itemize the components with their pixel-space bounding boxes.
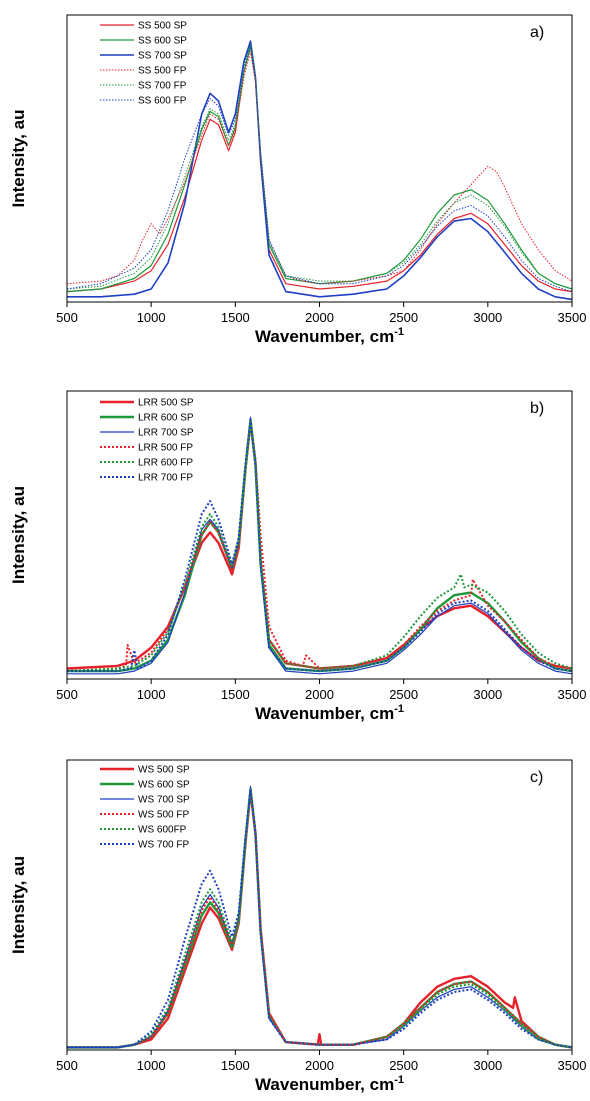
legend-label-2: LRR 600 SP	[138, 413, 194, 424]
x-tick-label: 3000	[473, 687, 502, 702]
legend-label-1: SS 500 SP	[138, 21, 187, 32]
legend-label-1: LRR 500 SP	[138, 398, 194, 409]
series-line-5	[67, 788, 573, 1049]
x-tick-label: 2000	[305, 310, 334, 325]
legend-label-1: WS 500 SP	[138, 765, 190, 776]
panel-label: c)	[530, 769, 543, 786]
legend: LRR 500 SP LRR 600 SP LRR 700 SP LRR 500 FP…	[100, 398, 194, 484]
legend: SS 500 SP SS 600 SP SS 700 SP SS 500 FP SS 7…	[100, 21, 187, 107]
legend-label-4: LRR 500 FP	[138, 443, 193, 454]
x-tick-label: 500	[56, 687, 78, 702]
series-group	[67, 785, 573, 1049]
legend-label-2: WS 600 SP	[138, 780, 190, 791]
x-tick-label: 3000	[473, 310, 502, 325]
series-line-6	[66, 43, 573, 293]
x-tick-label: 3500	[558, 1058, 587, 1073]
x-axis-title: Wavenumber, cm-1	[255, 326, 404, 346]
legend-label-4: SS 500 FP	[138, 66, 187, 77]
legend-label-6: SS 600 FP	[138, 96, 187, 107]
x-tick-label: 1000	[137, 1058, 166, 1073]
series-line-4	[66, 421, 573, 673]
x-tick-label: 2500	[389, 1058, 418, 1073]
legend-label-5: SS 700 FP	[138, 81, 187, 92]
legend-label-5: LRR 600 FP	[138, 458, 193, 469]
x-tick-label: 500	[56, 310, 78, 325]
x-tick-label: 2500	[389, 687, 418, 702]
legend-label-2: SS 600 SP	[138, 36, 187, 47]
x-tick-label: 3500	[558, 687, 587, 702]
x-axis-title: Wavenumber, cm-1	[255, 703, 404, 723]
x-tick-label: 1500	[221, 1058, 250, 1073]
series-line-3	[67, 416, 573, 675]
series-line-2	[66, 45, 573, 293]
series-line-6	[67, 788, 573, 1049]
x-tick-label: 3500	[558, 310, 587, 325]
series-line-3	[67, 785, 573, 1048]
panel-label: b)	[530, 400, 544, 417]
x-tick-label: 2500	[389, 310, 418, 325]
legend-label-5: WS 600FP	[138, 825, 187, 836]
y-axis-title: Intensity, au	[9, 856, 28, 954]
x-tick-label: 2000	[305, 687, 334, 702]
y-axis-title: Intensity, au	[9, 486, 28, 584]
x-tick-label: 2000	[305, 1058, 334, 1073]
legend-label-4: WS 500 FP	[138, 810, 189, 821]
series-group	[66, 40, 573, 301]
x-tick-label: 1500	[221, 687, 250, 702]
legend-label-6: WS 700 FP	[138, 840, 189, 851]
legend-label-6: LRR 700 FP	[138, 473, 193, 484]
chart-panel-1: 500 1000 1500 2000 2500 3000 3500 Wavenumber, c…	[9, 14, 587, 346]
x-axis-title: Wavenumber, cm-1	[255, 1074, 404, 1094]
x-tick-label: 1500	[221, 310, 250, 325]
legend-label-3: WS 700 SP	[138, 795, 190, 806]
series-line-6	[67, 418, 573, 673]
x-tick-label: 500	[56, 1058, 78, 1073]
chart-panel-2: 500 1000 1500 2000 2500 3000 3500 Wavenumber, c…	[9, 390, 587, 723]
panel-label: a)	[530, 24, 544, 41]
series-line-5	[66, 43, 573, 290]
x-tick-label: 3000	[473, 1058, 502, 1073]
series-line-3	[67, 40, 573, 301]
legend-label-3: SS 700 SP	[138, 51, 187, 62]
legend: WS 500 SP WS 600 SP WS 700 SP WS 500 FP WS 6…	[100, 765, 190, 851]
legend-label-3: LRR 700 SP	[138, 428, 194, 439]
y-axis-title: Intensity, au	[9, 110, 28, 208]
x-tick-label: 1000	[137, 687, 166, 702]
series-group	[66, 416, 573, 675]
x-tick-label: 1000	[137, 310, 166, 325]
series-line-5	[66, 418, 573, 673]
chart-panel-3: 500 1000 1500 2000 2500 3000 3500 Wavenumber, c…	[9, 759, 587, 1094]
